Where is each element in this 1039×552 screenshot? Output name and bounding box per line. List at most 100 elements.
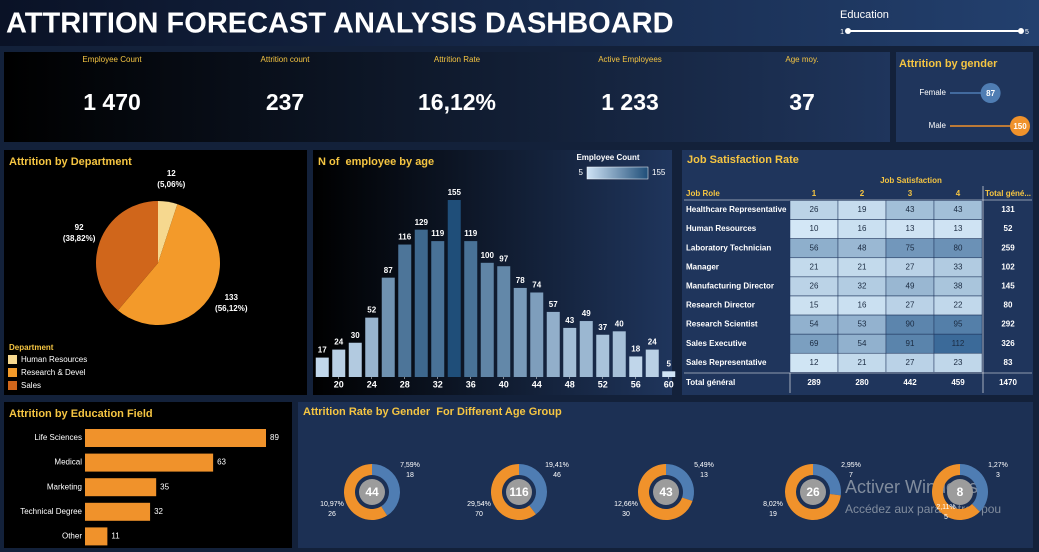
kpi-label: Age moy. [785, 55, 818, 64]
row-label: Manager [686, 262, 719, 271]
cell-value: 23 [954, 358, 963, 367]
legend-swatch [8, 381, 17, 390]
segment-percent: 5,49% [694, 462, 714, 469]
donut-total: 8 [957, 485, 964, 499]
cell-value: 112 [952, 339, 965, 348]
segment-label: 18 [406, 472, 414, 479]
panel-title: N of employee by age [318, 156, 434, 168]
cell-value: 80 [954, 243, 963, 252]
slice-percent: (38,82%) [63, 234, 96, 243]
cell-value: 90 [906, 320, 915, 329]
bar [315, 357, 329, 377]
colorscale-min: 5 [579, 168, 584, 177]
cell-value: 19 [858, 205, 867, 214]
column-header: 1 [812, 189, 817, 198]
slicer-max: 5 [1025, 29, 1029, 36]
row-label: Research Director [686, 301, 755, 310]
legend-label: Human Resources [21, 355, 87, 364]
value-label: 40 [615, 319, 624, 328]
donut-segment [637, 464, 693, 521]
cell-value: 442 [903, 378, 917, 387]
colorscale-max: 155 [652, 168, 666, 177]
cell-value: 27 [906, 358, 915, 367]
colorscale-title: Employee Count [576, 153, 639, 162]
slicer-handle[interactable] [1018, 28, 1024, 34]
cell-value: 54 [810, 320, 819, 329]
bar [579, 321, 593, 377]
bar [464, 241, 478, 377]
row-label: Research Scientist [686, 320, 758, 329]
cell-value: 289 [807, 378, 821, 387]
row-label: Human Resources [686, 224, 757, 233]
kpi-panel [4, 52, 890, 142]
donut-segment [666, 464, 694, 502]
cell-value: 43 [906, 205, 915, 214]
value-label: 17 [318, 346, 327, 355]
donut-total: 26 [806, 485, 820, 499]
cell-value: 33 [954, 262, 963, 271]
value-label: 74 [532, 281, 541, 290]
cell-value: 75 [906, 243, 915, 252]
cell-value: 21 [858, 262, 867, 271]
column-header: 2 [860, 189, 865, 198]
x-tick-label: 44 [532, 379, 542, 389]
slice-percent: (5,06%) [157, 180, 185, 189]
cell-value: 53 [858, 320, 867, 329]
cell-value: 13 [954, 224, 963, 233]
segment-percent: 8,02% [763, 501, 783, 508]
x-tick-label: 36 [466, 379, 476, 389]
cell-value: 38 [954, 282, 963, 291]
kpi-value: 1 470 [83, 89, 141, 115]
cell-value: 292 [1001, 320, 1015, 329]
segment-percent: 10,97% [320, 501, 344, 508]
cell-value: 21 [858, 358, 867, 367]
panel-title: Attrition Rate by Gender For Different A… [303, 406, 562, 418]
segment-percent: 12,66% [614, 501, 638, 508]
category-label: Marketing [47, 482, 82, 491]
kpi-label: Attrition Rate [434, 55, 481, 64]
value-label: 116 [398, 233, 411, 242]
row-label: Laboratory Technician [686, 243, 771, 252]
segment-percent: 19,41% [545, 462, 569, 469]
bar [662, 371, 676, 377]
bar [480, 262, 494, 377]
segment-percent: 7,59% [400, 462, 420, 469]
slice-percent: (56,12%) [215, 304, 248, 313]
x-tick-label: 60 [664, 379, 674, 389]
cell-value: 80 [1004, 301, 1013, 310]
education-panel [4, 402, 292, 548]
colorscale-bar [586, 166, 649, 180]
x-tick-label: 56 [631, 379, 641, 389]
value-label: 89 [270, 433, 279, 442]
donut-hub [359, 479, 385, 505]
donut-hub [506, 479, 532, 505]
bar [563, 327, 577, 377]
bar [85, 478, 157, 497]
kpi-label: Active Employees [598, 55, 662, 64]
bar [348, 342, 362, 377]
legend-label: Research & Devel [21, 368, 86, 377]
bar [381, 277, 395, 377]
value-label: 100 [481, 251, 495, 260]
value-label: 129 [415, 218, 429, 227]
cell-value: 13 [906, 224, 915, 233]
category-label: Technical Degree [20, 507, 82, 516]
cell-value: 52 [1004, 224, 1013, 233]
bar [497, 266, 511, 377]
pie-slice [158, 201, 178, 263]
bar [85, 527, 108, 546]
value-label: 52 [367, 306, 376, 315]
bar [546, 311, 560, 377]
segment-label: 7 [849, 472, 853, 479]
donut-hub [947, 479, 973, 505]
slicer-handle[interactable] [845, 28, 851, 34]
bar [612, 331, 626, 377]
value-label: 18 [631, 345, 640, 354]
slicer-min: 1 [840, 29, 844, 36]
dashboard-title: ATTRITION FORECAST ANALYSIS DASHBOARD [6, 8, 674, 40]
cell-value: 21 [810, 262, 819, 271]
lollipop-dot [980, 83, 1001, 103]
panel-title: Attrition by gender [899, 58, 998, 70]
segment-label: 26 [328, 511, 336, 518]
